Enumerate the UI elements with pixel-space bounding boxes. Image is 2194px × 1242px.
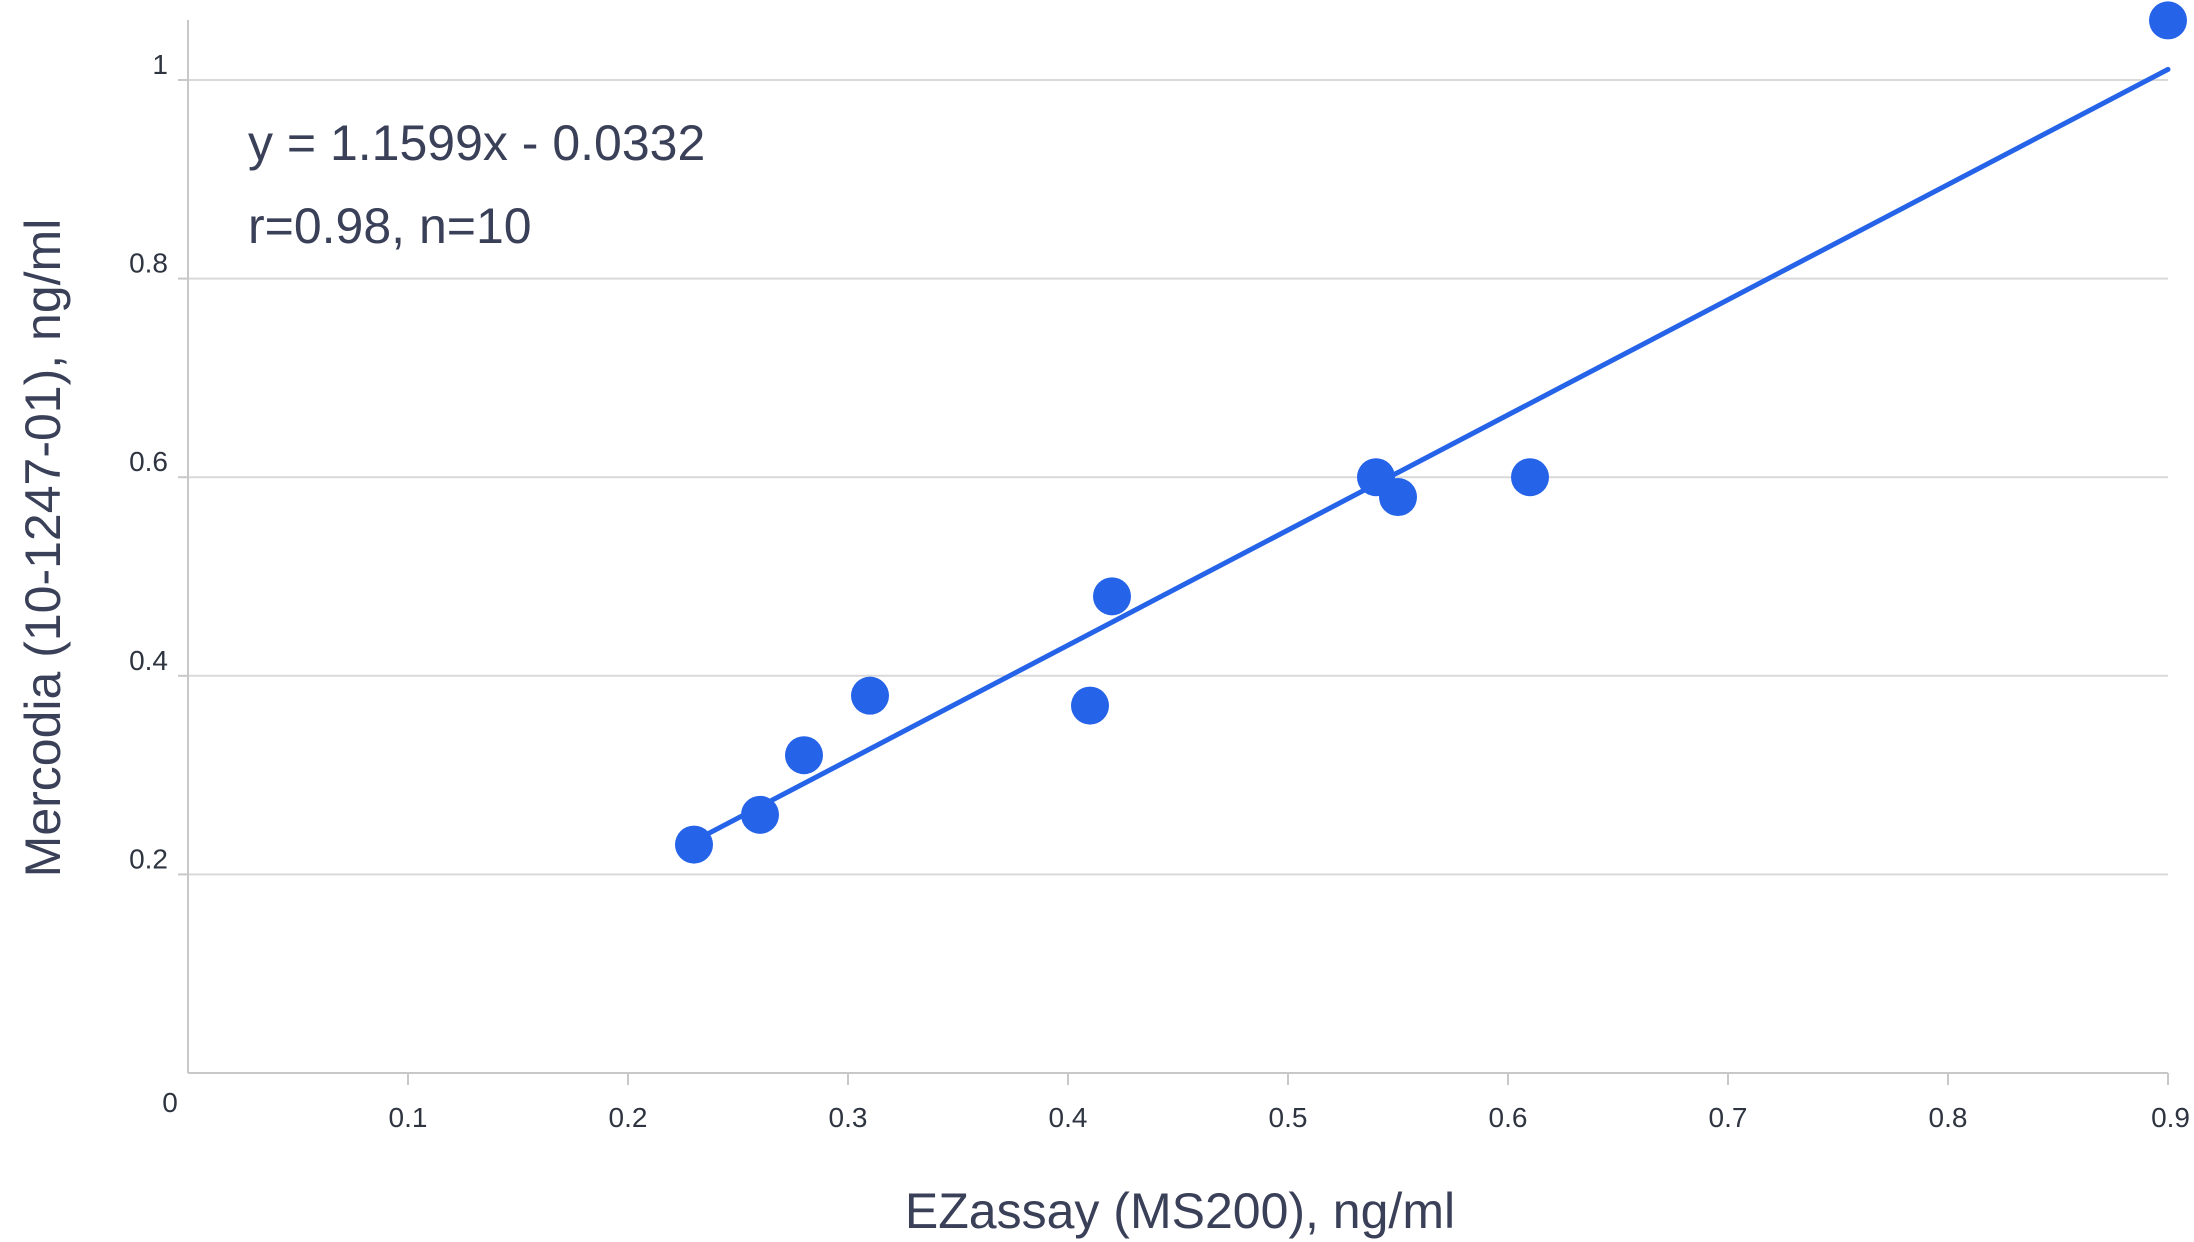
x-tick-label: 0.5 (1269, 1102, 1308, 1133)
data-point (1379, 478, 1417, 517)
y-tick-label: 0.2 (129, 843, 168, 874)
data-point (1071, 686, 1109, 725)
regression-equation: y = 1.1599x - 0.0332 (248, 115, 705, 171)
trendline-group (691, 66, 2171, 844)
data-point (785, 736, 823, 775)
data-point (741, 795, 779, 834)
origin-tick-label: 0 (162, 1087, 178, 1118)
data-points (675, 1, 2187, 864)
x-tick-label: 0.3 (829, 1102, 868, 1133)
y-tick-label: 0.6 (129, 446, 168, 477)
x-tick-label: 0.1 (389, 1102, 428, 1133)
y-axis-ticks: 0.2 0.4 0.6 0.8 1 (129, 49, 188, 876)
x-tick-label: 0.6 (1489, 1102, 1528, 1133)
data-point (851, 676, 889, 715)
data-point (1093, 577, 1131, 616)
x-tick-label: 0.7 (1709, 1102, 1748, 1133)
y-tick-label: 0.8 (129, 248, 168, 279)
correlation-stats: r=0.98, n=10 (248, 198, 532, 254)
data-point (1511, 458, 1549, 497)
y-axis-title: Mercodia (10-1247-01), ng/ml (15, 219, 71, 878)
gridlines (188, 79, 2168, 876)
axes (187, 20, 2168, 1074)
x-tick-label: 0.8 (1929, 1102, 1968, 1133)
x-axis-title: EZassay (MS200), ng/ml (905, 1183, 1455, 1239)
y-tick-label: 1 (152, 49, 168, 80)
x-tick-label: 0.9 (2151, 1102, 2190, 1133)
trendline (691, 66, 2171, 844)
x-tick-label: 0.2 (609, 1102, 648, 1133)
data-point (2149, 1, 2187, 40)
x-axis-ticks: 0.1 0.2 0.3 0.4 0.5 0.6 0.7 0.8 0.9 (389, 1073, 2190, 1133)
x-tick-label: 0.4 (1049, 1102, 1088, 1133)
y-tick-label: 0.4 (129, 645, 168, 676)
data-point (675, 825, 713, 864)
